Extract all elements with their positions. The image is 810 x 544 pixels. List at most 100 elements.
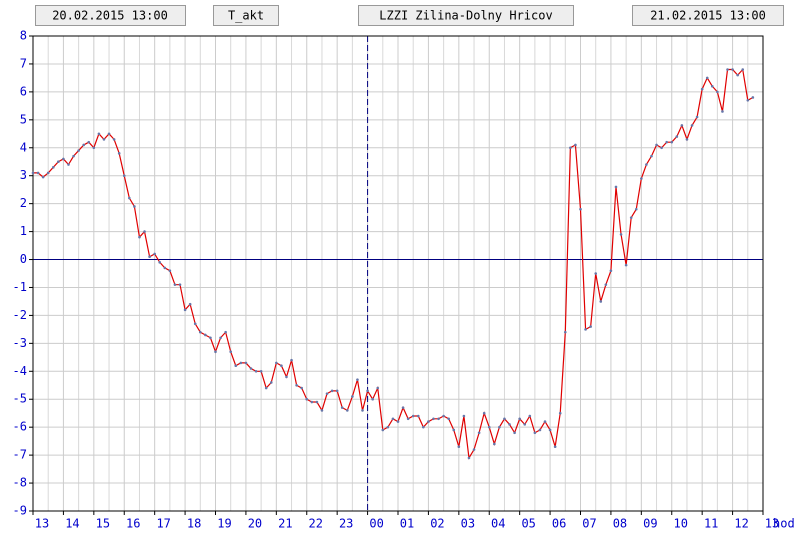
header-variable: T_akt (228, 9, 264, 23)
data-point (371, 397, 374, 401)
data-point (604, 283, 608, 286)
y-tick-label: 6 (20, 84, 27, 98)
x-tick-label: 08 (613, 517, 627, 531)
data-point (543, 420, 547, 423)
data-point (508, 423, 511, 426)
y-tick-label: 1 (20, 224, 27, 238)
data-point (614, 185, 618, 189)
data-point (351, 395, 354, 398)
data-point (599, 300, 603, 303)
x-tick-label: 17 (156, 517, 170, 531)
data-point (57, 160, 60, 164)
data-point (731, 68, 734, 71)
data-point (330, 389, 334, 393)
y-tick-label: 8 (20, 29, 27, 43)
data-point (82, 143, 85, 147)
data-point (467, 456, 471, 460)
y-tick-label: 0 (20, 252, 27, 266)
plot-frame (32, 35, 764, 512)
data-point (619, 233, 623, 236)
data-point (346, 409, 349, 412)
data-point (452, 428, 456, 432)
data-point (102, 138, 106, 141)
y-tick-label: -4 (13, 364, 27, 378)
data-point (493, 442, 496, 446)
data-point (320, 409, 324, 412)
data-point (361, 409, 364, 412)
y-tick-label: -6 (13, 420, 27, 434)
x-tick-label: 00 (369, 517, 383, 531)
y-tick-label: -8 (13, 476, 27, 490)
data-point (700, 87, 704, 91)
header-box (35, 5, 186, 26)
data-point (609, 269, 613, 273)
header-box (213, 5, 279, 26)
data-point (391, 417, 395, 421)
x-tick-label: 22 (309, 517, 323, 531)
data-point (209, 336, 212, 340)
data-point (482, 411, 486, 415)
data-point (356, 378, 359, 381)
data-point (158, 261, 162, 264)
header-box (358, 5, 574, 26)
data-point (31, 171, 35, 175)
data-point (128, 196, 131, 200)
data-point (645, 163, 648, 166)
data-point (290, 358, 293, 362)
data-point (77, 149, 80, 152)
data-point (376, 386, 380, 390)
data-point (112, 138, 116, 141)
data-point (396, 420, 400, 423)
x-tick-label: 11 (704, 517, 718, 531)
x-tick-label: 21 (278, 517, 292, 531)
data-point (188, 302, 192, 306)
x-axis-label: hod (773, 517, 795, 531)
data-point (381, 428, 385, 432)
data-point (634, 207, 638, 211)
data-point (736, 73, 739, 77)
data-point (569, 146, 572, 150)
data-point (325, 392, 329, 395)
data-point (655, 143, 658, 147)
data-point (746, 98, 750, 102)
x-tick-label: 04 (491, 517, 505, 531)
data-point (457, 445, 461, 449)
data-point (528, 414, 532, 418)
data-point (335, 389, 339, 393)
data-point (107, 132, 111, 136)
data-point (315, 400, 319, 404)
x-tick-label: 05 (521, 517, 535, 531)
data-point (411, 414, 415, 418)
data-point (442, 414, 445, 418)
data-point (513, 431, 516, 435)
data-point (92, 146, 96, 150)
data-point (366, 389, 369, 393)
data-point (269, 381, 273, 384)
x-tick-label: 13 (765, 517, 779, 531)
data-point (148, 255, 151, 259)
data-point (36, 171, 40, 175)
x-tick-label: 02 (430, 517, 444, 531)
data-point (523, 423, 527, 426)
data-point (498, 425, 501, 429)
header-station: LZZI Zilina-Dolny Hricov (379, 9, 552, 23)
data-point (214, 350, 217, 354)
x-tick-label: 23 (339, 517, 353, 531)
data-point (462, 414, 466, 418)
data-point (305, 397, 309, 401)
x-tick-label: 09 (643, 517, 657, 531)
x-tick-label: 14 (65, 517, 79, 531)
data-point (685, 138, 689, 141)
data-point (624, 263, 628, 267)
y-tick-label: -5 (13, 392, 27, 406)
data-point (660, 146, 663, 150)
x-tick-label: 07 (582, 517, 596, 531)
data-point (538, 428, 542, 432)
y-tick-label: 3 (20, 168, 27, 182)
data-point (472, 448, 476, 451)
x-tick-label: 12 (734, 517, 748, 531)
data-point (138, 235, 141, 239)
data-point (584, 328, 587, 331)
header-start: 20.02.2015 13:00 (52, 9, 168, 23)
data-point (259, 369, 263, 373)
